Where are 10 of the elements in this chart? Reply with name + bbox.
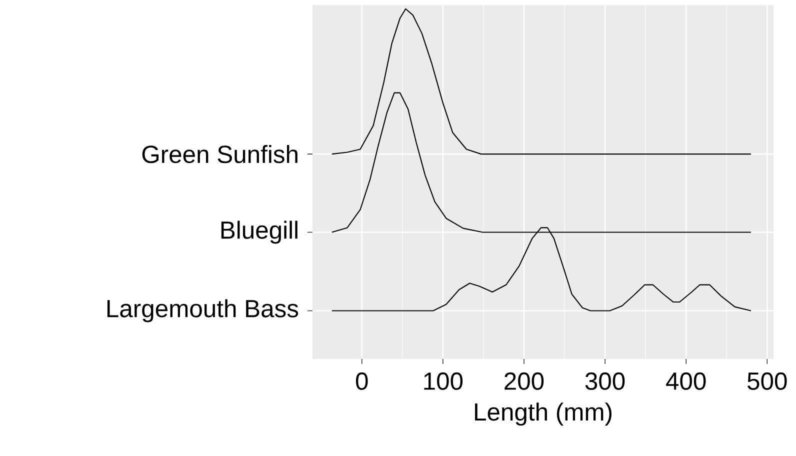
x-tick-label: 300 (585, 372, 625, 390)
series-label: Largemouth Bass (107, 299, 298, 322)
x-tick-label: 400 (666, 372, 706, 390)
x-tick-label: 0 (356, 372, 368, 390)
x-tick-label: 500 (748, 372, 787, 390)
x-axis-title: Length (mm) (475, 402, 612, 426)
x-tick-label: 200 (504, 372, 544, 390)
x-tick-label: 100 (424, 372, 463, 390)
series-label: Green Sunfish (142, 144, 298, 164)
series-label: Bluegill (221, 220, 298, 244)
